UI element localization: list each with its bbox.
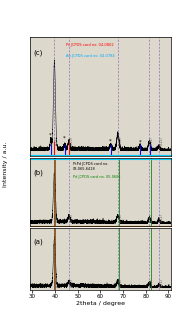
Text: (200): (200) — [70, 136, 74, 145]
Text: Au JCPDS card no. 04-0784: Au JCPDS card no. 04-0784 — [66, 54, 115, 58]
Text: (222): (222) — [160, 136, 164, 145]
Text: (220): (220) — [118, 136, 122, 145]
Text: (222): (222) — [160, 213, 164, 222]
Text: (222): (222) — [160, 278, 164, 286]
Text: (111): (111) — [55, 278, 59, 286]
X-axis label: 2theta / degree: 2theta / degree — [76, 301, 125, 306]
Text: (311): (311) — [150, 278, 154, 286]
Text: (311): (311) — [150, 214, 154, 222]
Text: Pd JCPDS card no. 05-0681: Pd JCPDS card no. 05-0681 — [73, 175, 121, 179]
Text: *: * — [109, 139, 112, 144]
Text: (a): (a) — [33, 239, 43, 245]
Text: (c): (c) — [33, 50, 43, 56]
Text: (111): (111) — [55, 136, 59, 145]
Text: (330): (330) — [118, 213, 122, 222]
Text: (b): (b) — [33, 170, 43, 177]
Text: (200): (200) — [70, 278, 74, 286]
Text: (200): (200) — [70, 213, 74, 222]
Text: *: * — [63, 135, 66, 140]
Text: (311): (311) — [150, 136, 154, 145]
Text: (111): (111) — [55, 214, 59, 222]
Text: *: * — [49, 133, 52, 138]
Text: *: * — [139, 140, 141, 145]
Text: PtPd JCPDS card no.
03-065-6418: PtPd JCPDS card no. 03-065-6418 — [73, 162, 109, 171]
Text: Pt JCPDS card no. 04-0802: Pt JCPDS card no. 04-0802 — [66, 43, 114, 47]
Text: (330): (330) — [118, 278, 122, 286]
Text: Intensity / a.u.: Intensity / a.u. — [3, 141, 8, 187]
